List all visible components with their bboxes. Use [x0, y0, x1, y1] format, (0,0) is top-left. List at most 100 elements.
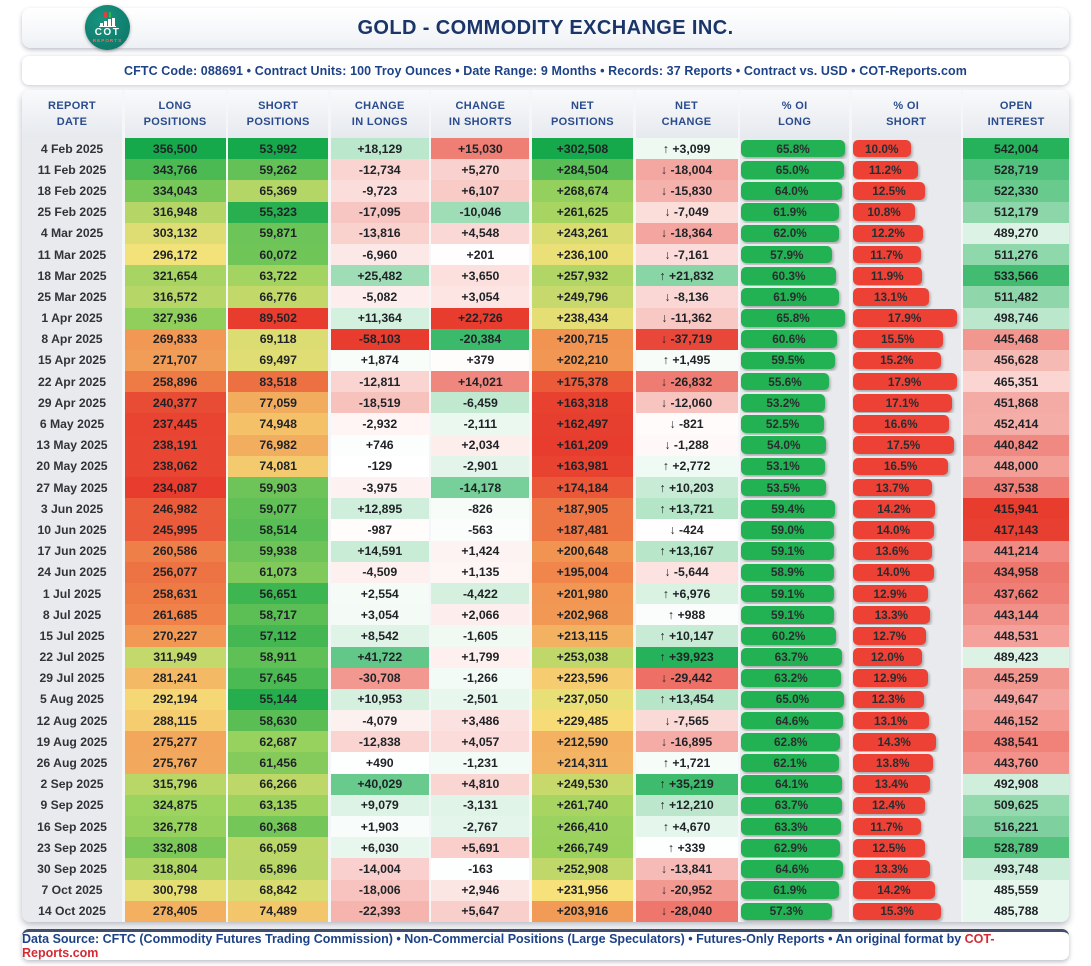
chg-short-cell: +201: [431, 243, 530, 266]
net-cell: +284,504: [531, 159, 633, 181]
chg-short-cell: -163: [431, 858, 530, 880]
oi-short-cell: 17.5%: [851, 434, 961, 456]
cot-table-panel: REPORT DATE LONG POSITIONS SHORT POSITIONS CHA…: [22, 90, 1069, 922]
chg-short-cell: -3,131: [431, 794, 530, 816]
oi-cell: 528,719: [963, 159, 1069, 181]
oi-cell: 446,152: [963, 710, 1069, 732]
oi-long-bar: 55.6%: [741, 372, 829, 391]
chg-long-cell: -13,816: [330, 222, 429, 244]
chg-short-cell: -6,459: [431, 392, 530, 414]
net-cell: +161,209: [531, 434, 633, 456]
short-cell: 55,323: [228, 201, 329, 223]
chg-short-cell: +2,946: [431, 879, 530, 901]
oi-long-cell: 61.9%: [740, 286, 850, 308]
oi-short-bar: 12.0%: [852, 648, 923, 666]
long-cell: 292,194: [124, 688, 226, 711]
long-cell: 303,132: [124, 222, 226, 244]
report-date-cell: 30 Sep 2025: [22, 858, 122, 880]
oi-long-cell: 53.5%: [740, 477, 850, 499]
oi-cell: 443,760: [963, 752, 1069, 774]
oi-long-cell: 59.1%: [740, 604, 850, 626]
oi-long-cell: 57.3%: [740, 900, 850, 922]
short-cell: 89,502: [228, 307, 329, 329]
oi-short-bar: 15.2%: [852, 351, 941, 370]
net-cell: +253,038: [531, 646, 633, 668]
chg-long-cell: -22,393: [330, 900, 429, 922]
chg-short-cell: -20,384: [431, 328, 530, 350]
oi-short-cell: 12.7%: [851, 625, 961, 647]
bar-chart-icon: [99, 17, 116, 27]
net-cell: +257,932: [531, 265, 633, 287]
net-cell: +249,796: [531, 286, 633, 308]
oi-long-bar: 59.1%: [741, 584, 835, 603]
footer-middle: (Commodity Futures Trading Commission) •…: [135, 932, 965, 946]
net-cell: +174,184: [531, 477, 633, 499]
chg-long-cell: -14,004: [330, 858, 429, 880]
oi-long-bar: 53.1%: [741, 457, 825, 476]
oi-long-cell: 63.7%: [740, 646, 850, 668]
chg-long-cell: -58,103: [330, 328, 429, 350]
oi-cell: 417,143: [963, 519, 1069, 541]
oi-long-bar: 58.9%: [741, 563, 835, 582]
oi-cell: 440,842: [963, 434, 1069, 456]
oi-long-bar: 60.3%: [741, 266, 837, 285]
oi-short-bar: 10.8%: [852, 203, 916, 221]
net-cell: +229,485: [531, 710, 633, 732]
report-date-cell: 23 Sep 2025: [22, 837, 122, 859]
chg-long-cell: -18,519: [330, 392, 429, 414]
oi-short-cell: 13.7%: [851, 477, 961, 499]
oi-cell: 485,788: [963, 900, 1069, 922]
oi-long-bar: 57.3%: [741, 902, 832, 921]
chg-short-cell: +22,726: [431, 307, 530, 329]
report-date-cell: 24 Jun 2025: [22, 561, 122, 583]
report-date-cell: 20 May 2025: [22, 455, 122, 477]
report-date-cell: 15 Apr 2025: [22, 349, 122, 372]
report-date-cell: 8 Jul 2025: [22, 604, 122, 626]
net-cell: +249,530: [531, 773, 633, 795]
long-cell: 271,707: [124, 349, 226, 372]
oi-cell: 449,647: [963, 688, 1069, 711]
net-cell: +200,715: [531, 328, 633, 350]
report-date-cell: 16 Sep 2025: [22, 816, 122, 838]
short-cell: 69,118: [228, 328, 329, 350]
oi-long-cell: 60.3%: [740, 265, 850, 287]
long-cell: 270,227: [124, 625, 226, 647]
oi-long-bar: 64.6%: [741, 711, 844, 730]
oi-short-cell: 15.3%: [851, 900, 961, 922]
chg-long-cell: +9,079: [330, 794, 429, 816]
net-cell: +266,749: [531, 837, 633, 859]
net-chg-cell: ↑ +988: [635, 604, 738, 626]
short-cell: 58,717: [228, 604, 329, 626]
oi-short-cell: 11.2%: [851, 159, 961, 181]
net-chg-cell: ↓ -7,161: [635, 243, 738, 266]
report-date-cell: 5 Aug 2025: [22, 688, 122, 711]
chg-short-cell: -1,266: [431, 667, 530, 689]
oi-long-bar: 62.0%: [741, 224, 839, 243]
net-cell: +237,050: [531, 688, 633, 711]
net-cell: +261,625: [531, 201, 633, 223]
oi-short-bar: 12.5%: [852, 182, 926, 200]
chg-long-cell: -17,095: [330, 201, 429, 223]
oi-short-bar: 12.9%: [852, 584, 928, 603]
oi-short-bar: 13.3%: [852, 860, 930, 878]
oi-long-bar: 59.5%: [741, 351, 835, 370]
net-chg-cell: ↓ -7,049: [635, 201, 738, 223]
report-date-cell: 15 Jul 2025: [22, 625, 122, 647]
chg-short-cell: +5,647: [431, 900, 530, 922]
short-cell: 63,135: [228, 794, 329, 816]
net-cell: +203,916: [531, 900, 633, 922]
chg-short-cell: -10,046: [431, 201, 530, 223]
column-header-short: SHORT POSITIONS: [228, 90, 329, 138]
short-cell: 61,073: [228, 561, 329, 583]
report-date-cell: 19 Aug 2025: [22, 731, 122, 753]
oi-short-cell: 10.0%: [851, 138, 961, 160]
oi-cell: 493,748: [963, 858, 1069, 880]
long-cell: 321,654: [124, 265, 226, 287]
short-cell: 62,687: [228, 731, 329, 753]
oi-long-cell: 65.8%: [740, 138, 850, 160]
long-cell: 275,767: [124, 752, 226, 774]
short-cell: 65,896: [228, 858, 329, 880]
oi-short-bar: 14.3%: [852, 733, 936, 751]
oi-short-cell: 12.3%: [851, 688, 961, 711]
chg-short-cell: -1,231: [431, 752, 530, 774]
